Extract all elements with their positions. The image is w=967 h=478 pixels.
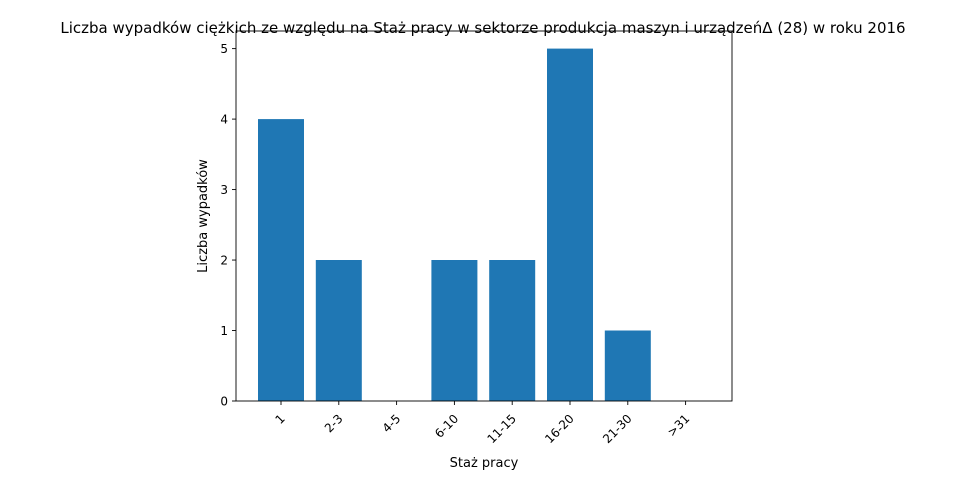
bars-group — [258, 48, 651, 401]
bar-21-30 — [604, 330, 651, 401]
bar-6-10 — [431, 260, 478, 401]
y-tick-label: 1 — [220, 324, 228, 338]
y-tick-label: 3 — [220, 183, 228, 197]
y-tick-label: 5 — [220, 42, 228, 56]
y-tick-label: 4 — [220, 113, 228, 127]
bar-1 — [258, 119, 304, 401]
x-axis-label: Staż pracy — [450, 456, 519, 471]
bar-2-3 — [315, 260, 362, 401]
y-axis-label: Liczba wypadków — [196, 159, 211, 273]
y-tick-label: 2 — [220, 254, 228, 268]
x-tick-label: 16-20 — [542, 412, 577, 447]
x-tick-label: 1 — [273, 412, 288, 427]
x-axis-ticks: 1 2-3 4-5 6-10 11-15 16-20 21-30 >31 — [273, 401, 693, 447]
y-axis-ticks: 0 1 2 3 4 5 — [220, 42, 236, 409]
bar-11-15 — [489, 260, 536, 401]
x-tick-label: 6-10 — [432, 412, 461, 441]
plot-frame — [235, 30, 733, 402]
x-tick-label: 2-3 — [322, 412, 346, 436]
chart-title: Liczba wypadków ciężkich ze względu na S… — [60, 19, 905, 37]
x-tick-label: 11-15 — [484, 412, 519, 447]
x-tick-label: 21-30 — [600, 412, 635, 447]
x-tick-label: >31 — [665, 412, 693, 440]
y-tick-label: 0 — [220, 395, 228, 409]
bar-16-20 — [547, 48, 593, 401]
x-tick-label: 4-5 — [380, 412, 404, 436]
